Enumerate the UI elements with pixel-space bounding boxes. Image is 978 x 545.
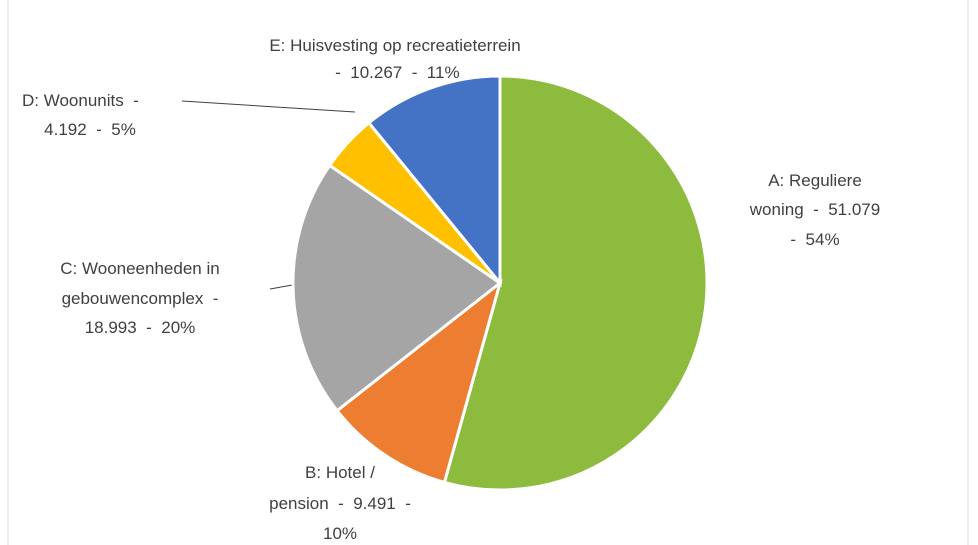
data-label: 4.192 - 5% <box>44 120 136 139</box>
data-label: 18.993 - 20% <box>85 318 196 337</box>
data-label: - 54% <box>790 230 839 249</box>
data-label: E: Huisvesting op recreatieterrein <box>269 36 520 55</box>
data-label: - 10.267 - 11% <box>330 63 459 82</box>
pie <box>291 74 709 492</box>
leader-line <box>181 100 356 113</box>
data-label: 10% <box>323 524 357 543</box>
pie-slice <box>334 279 503 485</box>
data-label: gebouwencomplex - <box>62 289 219 308</box>
pie-slice <box>366 74 502 288</box>
data-label: D: Woonunits - <box>22 91 139 110</box>
data-label: pension - 9.491 - <box>269 494 411 513</box>
pie-slice <box>291 163 503 413</box>
data-label: A: Reguliere <box>768 171 862 190</box>
data-label: B: Hotel / <box>305 463 375 482</box>
pie-slice <box>442 74 709 492</box>
data-label: woning - 51.079 <box>749 200 880 219</box>
data-label: C: Wooneenheden in <box>60 259 219 278</box>
